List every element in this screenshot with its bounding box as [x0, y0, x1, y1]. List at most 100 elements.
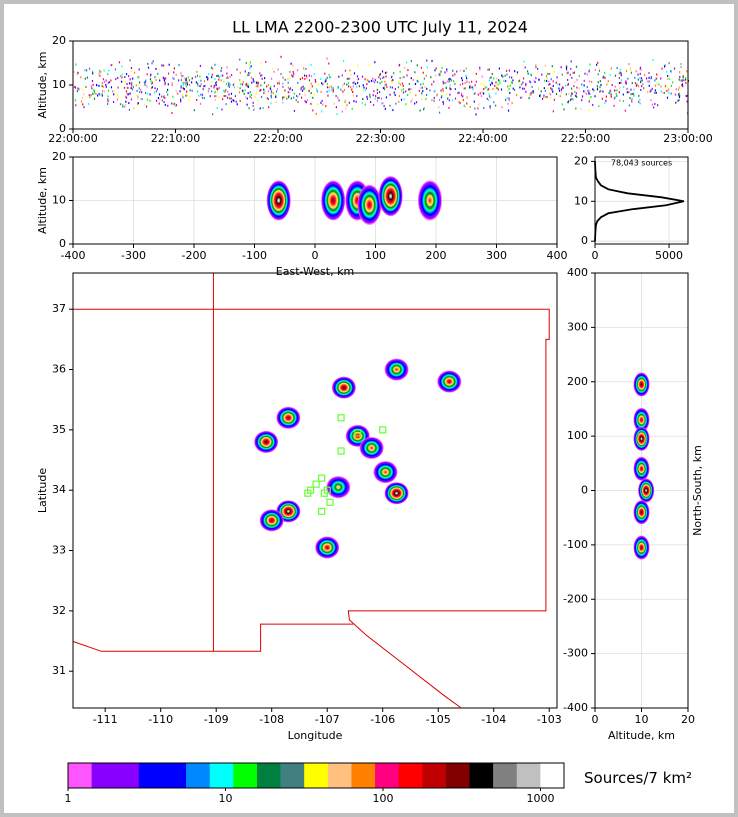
source-dot	[604, 71, 606, 74]
source-dot	[402, 88, 405, 91]
x-tick-label: 22:20:00	[253, 132, 302, 145]
source-dot	[150, 80, 152, 83]
source-dot	[430, 76, 432, 79]
source-dot	[296, 94, 298, 97]
source-dot	[255, 84, 257, 87]
y-tick-label: 36	[52, 363, 66, 376]
source-dot	[628, 91, 630, 94]
source-dot	[624, 109, 626, 112]
y-tick-label: 20	[52, 150, 66, 163]
source-dot	[593, 89, 595, 92]
source-dot	[373, 90, 375, 93]
source-dot	[446, 68, 448, 71]
source-dot	[684, 79, 686, 82]
source-dot	[472, 88, 474, 91]
source-dot	[442, 80, 444, 83]
source-dot	[250, 65, 252, 68]
x-tick-label: -100	[242, 249, 267, 262]
source-dot	[561, 73, 563, 76]
source-dot	[462, 99, 464, 102]
source-dot	[129, 78, 131, 81]
source-dot	[246, 84, 248, 87]
source-dot	[83, 93, 85, 96]
source-dot	[575, 92, 577, 95]
source-dot	[614, 96, 616, 99]
source-dot	[377, 97, 379, 100]
source-dot	[261, 77, 263, 80]
station	[323, 486, 331, 494]
source-dot	[567, 82, 570, 85]
source-dot	[433, 99, 435, 102]
source-dot	[95, 84, 98, 87]
source-dot	[641, 79, 643, 82]
source-dot	[173, 71, 175, 74]
source-dot	[639, 102, 641, 105]
source-dot	[313, 73, 315, 76]
source-dot	[80, 76, 82, 79]
source-dot	[493, 77, 495, 80]
source-dot	[461, 79, 463, 82]
source-dot	[128, 108, 131, 111]
source-dot	[244, 89, 246, 92]
source-dot	[129, 92, 131, 95]
source-dot	[654, 91, 656, 94]
source-dot	[507, 109, 510, 112]
source-dot	[275, 101, 277, 104]
source-dot	[398, 80, 400, 83]
source-dot	[631, 98, 633, 101]
source-dot	[678, 78, 680, 81]
source-dot	[480, 82, 483, 85]
colorbar-tick-label: 1000	[526, 792, 554, 805]
source-dot	[262, 107, 264, 110]
source-dot	[454, 88, 456, 91]
source-dot	[439, 72, 441, 75]
density-core	[384, 471, 387, 473]
source-dot	[85, 69, 88, 72]
source-dot	[381, 80, 383, 83]
source-dot	[335, 94, 337, 97]
source-dot	[357, 81, 359, 84]
source-dot	[362, 98, 364, 101]
source-dot	[647, 80, 649, 83]
source-dot	[107, 95, 109, 98]
source-dot	[391, 79, 393, 82]
source-dot	[475, 80, 477, 83]
source-dot	[384, 71, 387, 74]
source-dot	[454, 73, 456, 76]
source-dot	[221, 108, 223, 111]
source-dot	[201, 93, 204, 96]
density-core	[429, 199, 431, 202]
source-dot	[414, 82, 417, 85]
source-dot	[408, 82, 410, 85]
source-dot	[270, 86, 272, 89]
source-dot	[451, 99, 454, 102]
source-dot	[325, 78, 327, 81]
source-dot	[301, 85, 303, 88]
source-dot	[348, 85, 350, 88]
source-dot	[522, 87, 524, 90]
source-dot	[123, 105, 126, 108]
source-dot	[200, 83, 202, 86]
source-dot	[449, 87, 451, 90]
source-dot	[137, 102, 139, 105]
source-dot	[675, 88, 677, 91]
source-dot	[345, 101, 347, 104]
source-dot	[151, 62, 153, 65]
source-dot	[357, 64, 359, 67]
source-dot	[474, 84, 476, 87]
color-segment	[209, 763, 234, 788]
source-dot	[519, 86, 521, 89]
source-dot	[629, 67, 631, 70]
y-tick-label: 0	[59, 122, 66, 135]
source-dot	[525, 84, 527, 87]
source-dot	[421, 98, 423, 101]
source-dot	[368, 80, 370, 83]
source-dot	[218, 78, 220, 81]
source-dot	[655, 77, 657, 80]
y-tick-label: 100	[567, 429, 588, 442]
color-segment	[327, 763, 352, 788]
source-dot	[488, 88, 490, 91]
color-segment	[493, 763, 518, 788]
source-dot	[648, 84, 650, 87]
